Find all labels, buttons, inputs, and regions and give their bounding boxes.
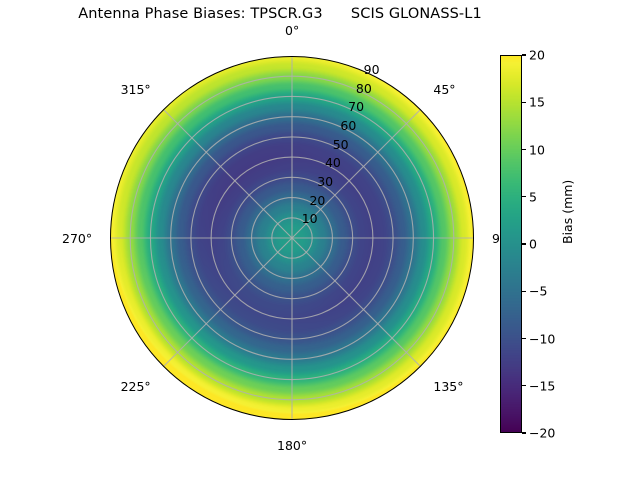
colorbar-tickmark: [522, 101, 526, 103]
colorbar-ticklabel: −15: [529, 378, 556, 394]
polar-r-ticklabel: 70: [348, 99, 365, 115]
colorbar-tickmark: [522, 290, 526, 292]
colorbar-axis-label: Bias (mm): [560, 179, 575, 244]
colorbar-ticklabel: 20: [529, 47, 545, 63]
colorbar[interactable]: 20 15 10 5 0 −5 −10 −15 −20: [500, 48, 555, 441]
page-title: Antenna Phase Biases: TPSCR.G3 SCIS GLON…: [78, 6, 482, 22]
polar-r-ticklabel: 80: [355, 80, 372, 96]
polar-r-ticklabel: 50: [332, 136, 349, 152]
colorbar-tickmark: [522, 196, 526, 198]
colorbar-tickmark: [522, 148, 526, 151]
colorbar-tickmark: [522, 243, 526, 245]
polar-r-ticklabel: 60: [340, 117, 357, 133]
polar-r-ticklabel: 40: [324, 155, 341, 171]
colorbar-ticklabel: −10: [529, 331, 556, 346]
colorbar-tickmark: [522, 432, 526, 434]
polar-r-ticklabel: 10: [301, 211, 318, 227]
polar-heatmap-surface: [110, 56, 474, 420]
polar-data-disc: [110, 56, 474, 420]
colorbar-tickmark: [522, 337, 526, 340]
polar-axes[interactable]: 10 20 30 40 50 60 70 80 90: [110, 56, 474, 420]
polar-theta-ticklabel: 180°: [277, 438, 308, 453]
colorbar-ticklabel: 15: [529, 94, 545, 110]
colorbar-gradient: [500, 55, 522, 433]
polar-r-ticklabel: 90: [363, 61, 380, 77]
polar-theta-ticklabel: 225°: [120, 379, 151, 395]
polar-theta-ticklabel: 135°: [433, 379, 464, 395]
polar-theta-ticklabel: 0°: [285, 23, 300, 38]
colorbar-tickmark: [522, 54, 526, 56]
polar-r-ticklabel: 30: [317, 173, 334, 189]
colorbar-ticklabel: −5: [529, 283, 548, 299]
polar-r-ticklabel: 20: [309, 192, 326, 208]
colorbar-ticklabel: 5: [529, 189, 537, 205]
colorbar-tickmark: [522, 385, 526, 387]
polar-theta-ticklabel: 315°: [120, 81, 151, 97]
colorbar-ticklabel: 10: [529, 142, 545, 157]
polar-theta-ticklabel: 270°: [62, 230, 93, 246]
colorbar-ticklabel: 0: [529, 236, 537, 252]
colorbar-ticklabel: −20: [529, 425, 556, 441]
polar-theta-ticklabel: 45°: [433, 81, 456, 97]
